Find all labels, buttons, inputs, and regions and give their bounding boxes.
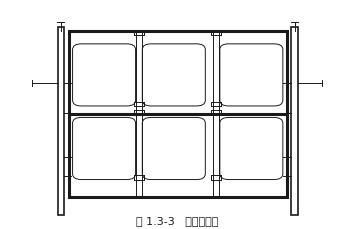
Bar xyxy=(291,27,298,215)
Bar xyxy=(213,32,219,197)
Bar xyxy=(69,32,287,197)
Bar xyxy=(136,32,142,197)
Bar xyxy=(58,27,64,215)
Text: 图 1.3-3   施工分层图: 图 1.3-3 施工分层图 xyxy=(136,215,218,225)
